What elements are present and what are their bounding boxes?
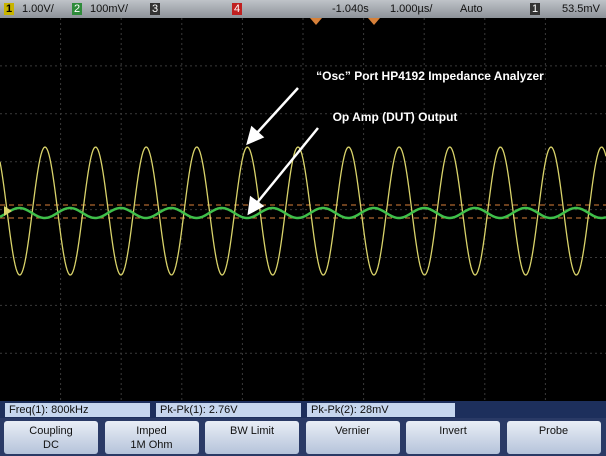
measurement: Freq(1): 800kHz	[5, 403, 150, 417]
ch2-scale: 100mV/	[90, 3, 128, 15]
softkey-value: 1M Ohm	[105, 438, 199, 452]
time-offset: -1.040s	[332, 3, 369, 15]
trigger-mode: Auto	[460, 3, 483, 15]
softkey-value: DC	[4, 438, 98, 452]
measurement-bar: Freq(1): 800kHz Pk-Pk(1): 2.76V Pk-Pk(2)…	[0, 401, 606, 418]
softkey-label: BW Limit	[205, 424, 299, 438]
trigger-level: 53.5mV	[562, 3, 600, 15]
trigger-source: 1	[530, 3, 540, 15]
softkey[interactable]: Vernier	[306, 421, 400, 454]
annotation: Op Amp (DUT) Output	[333, 110, 458, 124]
channel-1: 1	[4, 3, 14, 15]
trigger-marker	[310, 18, 322, 25]
softkey-label: Invert	[406, 424, 500, 438]
measurement: Pk-Pk(2): 28mV	[307, 403, 455, 417]
softkey-label: Vernier	[306, 424, 400, 438]
measurement: Pk-Pk(1): 2.76V	[156, 403, 301, 417]
softkey-label: Coupling	[4, 424, 98, 438]
oscilloscope-screen: “Osc” Port HP4192 Impedance Analyzer Op …	[0, 0, 606, 456]
trigger-marker	[368, 18, 380, 25]
annotation: “Osc” Port HP4192 Impedance Analyzer	[316, 69, 544, 83]
softkey-label: Probe	[507, 424, 601, 438]
status-bar: 1 1.00V/ 2 100mV/ 3 4 -1.040s 1.000µs/ A…	[0, 0, 606, 18]
softkey-label: Imped	[105, 424, 199, 438]
channel-tag: 1	[2, 3, 16, 15]
ch1-scale: 1.00V/	[22, 3, 54, 15]
channel-4: 4	[232, 3, 242, 15]
softkey[interactable]: Invert	[406, 421, 500, 454]
channel-3: 3	[150, 3, 160, 15]
display: “Osc” Port HP4192 Impedance Analyzer Op …	[0, 0, 606, 456]
channel-2: 2	[72, 3, 82, 15]
time-scale: 1.000µs/	[390, 3, 432, 15]
softkey[interactable]: Probe	[507, 421, 601, 454]
softkey[interactable]: BW Limit	[205, 421, 299, 454]
